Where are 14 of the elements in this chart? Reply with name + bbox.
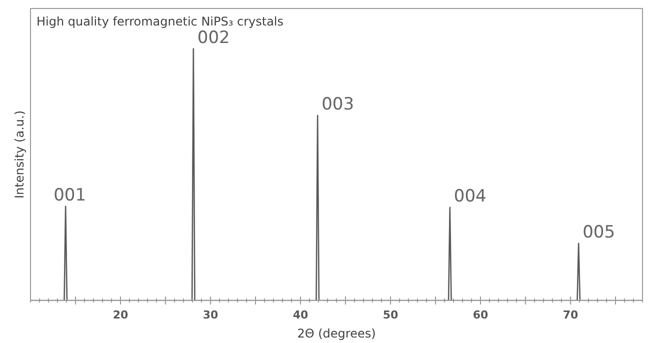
annotation: 005 xyxy=(582,222,616,242)
x-tick-label: 70 xyxy=(562,308,578,322)
y-axis-title: Intensity (a.u.) xyxy=(12,110,26,198)
x-tick-label: 40 xyxy=(292,308,308,322)
chart-title: High quality ferromagnetic NiPS₃ crystals xyxy=(36,14,284,28)
x-tick-label: 60 xyxy=(472,308,488,322)
x-tick-label: 30 xyxy=(202,308,218,322)
x-axis-title: 2Θ (degrees) xyxy=(297,326,376,340)
x-tick-label: 20 xyxy=(112,308,128,322)
x-tick-label: 50 xyxy=(382,308,398,322)
annotation: 003 xyxy=(322,94,354,114)
annotation: 002 xyxy=(197,28,230,48)
annotation: 004 xyxy=(454,186,486,206)
annotation: 001 xyxy=(54,185,86,206)
